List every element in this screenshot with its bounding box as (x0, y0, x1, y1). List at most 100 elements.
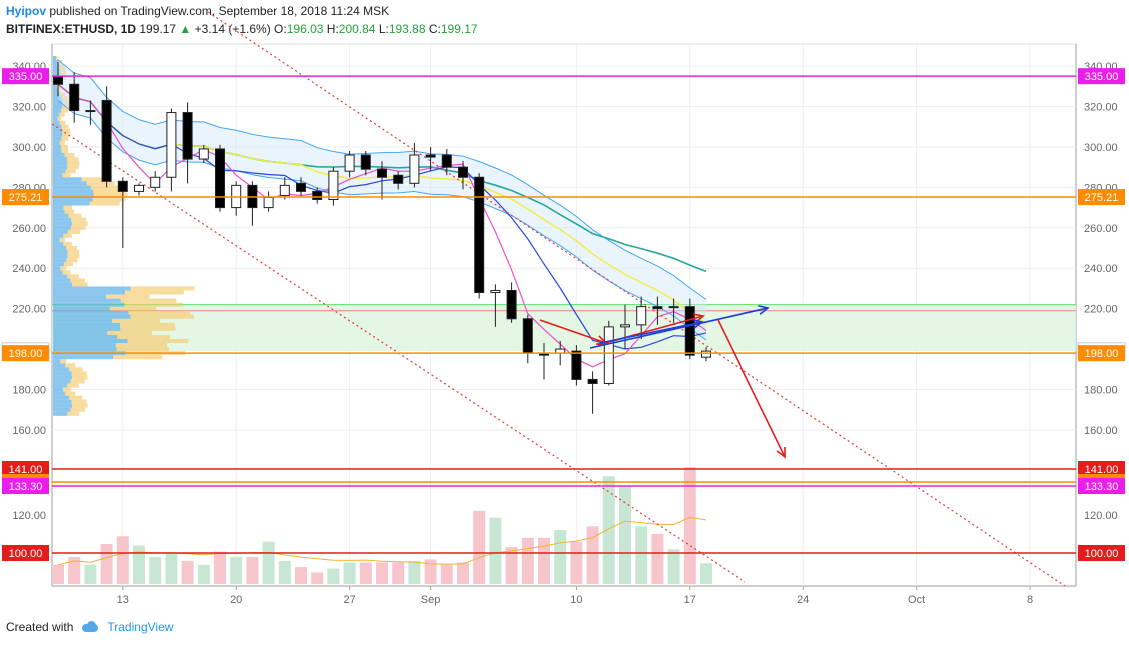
profile-bar-sell (69, 395, 83, 400)
author-link[interactable]: Hyipov (6, 4, 47, 18)
profile-bar-sell (67, 250, 80, 255)
volume-bar (197, 564, 210, 584)
candle-body (85, 110, 96, 113)
price-levels (52, 75, 1076, 554)
y-tick-label: 260.00 (12, 223, 46, 235)
candle-body (425, 154, 436, 158)
profile-bar-buy (53, 173, 63, 178)
ribbon-band (58, 60, 706, 340)
high-value: 200.84 (338, 22, 376, 36)
profile-bar-buy (53, 343, 116, 348)
volume-bar (295, 567, 307, 584)
profile-bar-buy (53, 177, 82, 182)
volume-bar (327, 568, 340, 584)
profile-bar-sell (106, 294, 150, 299)
profile-bar-buy (53, 306, 110, 311)
volume-bar (457, 562, 469, 584)
volume-tick-label: 120.00 (12, 510, 46, 522)
level-badge (1078, 478, 1125, 494)
candle-body (636, 306, 647, 326)
profile-bar-sell (56, 55, 59, 60)
profile-bar-buy (53, 205, 64, 210)
level-badge (1078, 545, 1125, 561)
profile-bar-buy (53, 197, 93, 202)
profile-bar-sell (61, 96, 69, 101)
profile-bar-buy (53, 217, 72, 222)
volume-bar (505, 547, 518, 584)
profile-bar-sell (72, 403, 88, 408)
x-tick-label: 10 (570, 594, 582, 606)
close-label: C: (428, 22, 441, 36)
x-tick-label: 8 (1027, 594, 1033, 606)
candle-body (53, 75, 63, 85)
profile-bar-buy (53, 371, 72, 376)
profile-bar-buy (53, 104, 63, 109)
candle-body (215, 148, 225, 209)
volume-bar (100, 543, 113, 584)
profile-bar-buy (53, 120, 60, 125)
profile-bar-sell (60, 266, 67, 271)
high-label: H: (326, 22, 339, 36)
level-badge (1078, 345, 1125, 362)
candle-body (441, 154, 452, 168)
profile-bar-buy (53, 363, 66, 368)
volume-bar (262, 541, 275, 584)
profile-bar-sell (59, 92, 66, 97)
profile-bar-buy (53, 64, 60, 69)
profile-bar-buy (53, 72, 61, 77)
profile-bar-sell (61, 124, 69, 129)
profile-bar-sell (62, 387, 72, 392)
profile-bar-buy (53, 116, 58, 121)
profile-bar-buy (53, 55, 57, 60)
candle-body (328, 170, 339, 200)
volume-bar (602, 476, 615, 584)
tradingview-link[interactable]: TradingView (107, 620, 174, 634)
y-tick-label: 300.00 (1084, 142, 1118, 154)
level-badge (2, 68, 49, 85)
level-badge-label: 198.00 (1085, 348, 1119, 360)
level-badge (2, 545, 49, 561)
profile-bar-sell (59, 120, 66, 125)
publish-info: published on TradingView.com, September … (49, 4, 390, 18)
profile-bar-sell (130, 314, 195, 319)
profile-bar-sell (60, 72, 67, 77)
profile-bar-buy (53, 278, 71, 283)
profile-bar-buy (53, 189, 94, 194)
volume-bar (521, 537, 534, 584)
profile-bar-sell (113, 355, 163, 360)
profile-bar-sell (57, 88, 62, 93)
low-value: 193.88 (388, 22, 426, 36)
candle-body (344, 154, 355, 172)
profile-bar-sell (120, 298, 177, 303)
profile-bar-sell (67, 161, 80, 166)
volume-bar (52, 564, 64, 584)
profile-bar-sell (127, 339, 189, 344)
level-badge (2, 478, 49, 494)
profile-bar-buy (53, 84, 57, 89)
profile-bar-buy (53, 383, 68, 388)
profile-bar-sell (70, 278, 85, 283)
candle-body (312, 190, 323, 200)
profile-bar-buy (53, 254, 68, 259)
profile-bar-sell (67, 274, 79, 279)
candle-body (69, 83, 80, 112)
profile-bar-buy (53, 258, 67, 263)
y-tick-label: 320.00 (1084, 102, 1118, 114)
profile-bar-sell (66, 157, 79, 162)
profile-bar-buy (53, 181, 87, 186)
profile-bar-sell (69, 367, 83, 372)
volume-bar (181, 560, 194, 584)
profile-bar-sell (59, 112, 65, 117)
level-badge-label: 275.21 (1085, 192, 1119, 204)
candle-body (360, 154, 371, 170)
x-tick-label: Oct (908, 594, 925, 606)
profile-bar-buy (53, 112, 60, 117)
profile-bar-buy (53, 124, 62, 129)
candle-body (587, 378, 598, 384)
trend-lines (51, 11, 1066, 587)
profile-bar-buy (53, 330, 108, 335)
profile-bar-buy (53, 270, 63, 275)
profile-bar-buy (53, 132, 63, 137)
level-badge-label: 133.30 (1085, 481, 1119, 493)
